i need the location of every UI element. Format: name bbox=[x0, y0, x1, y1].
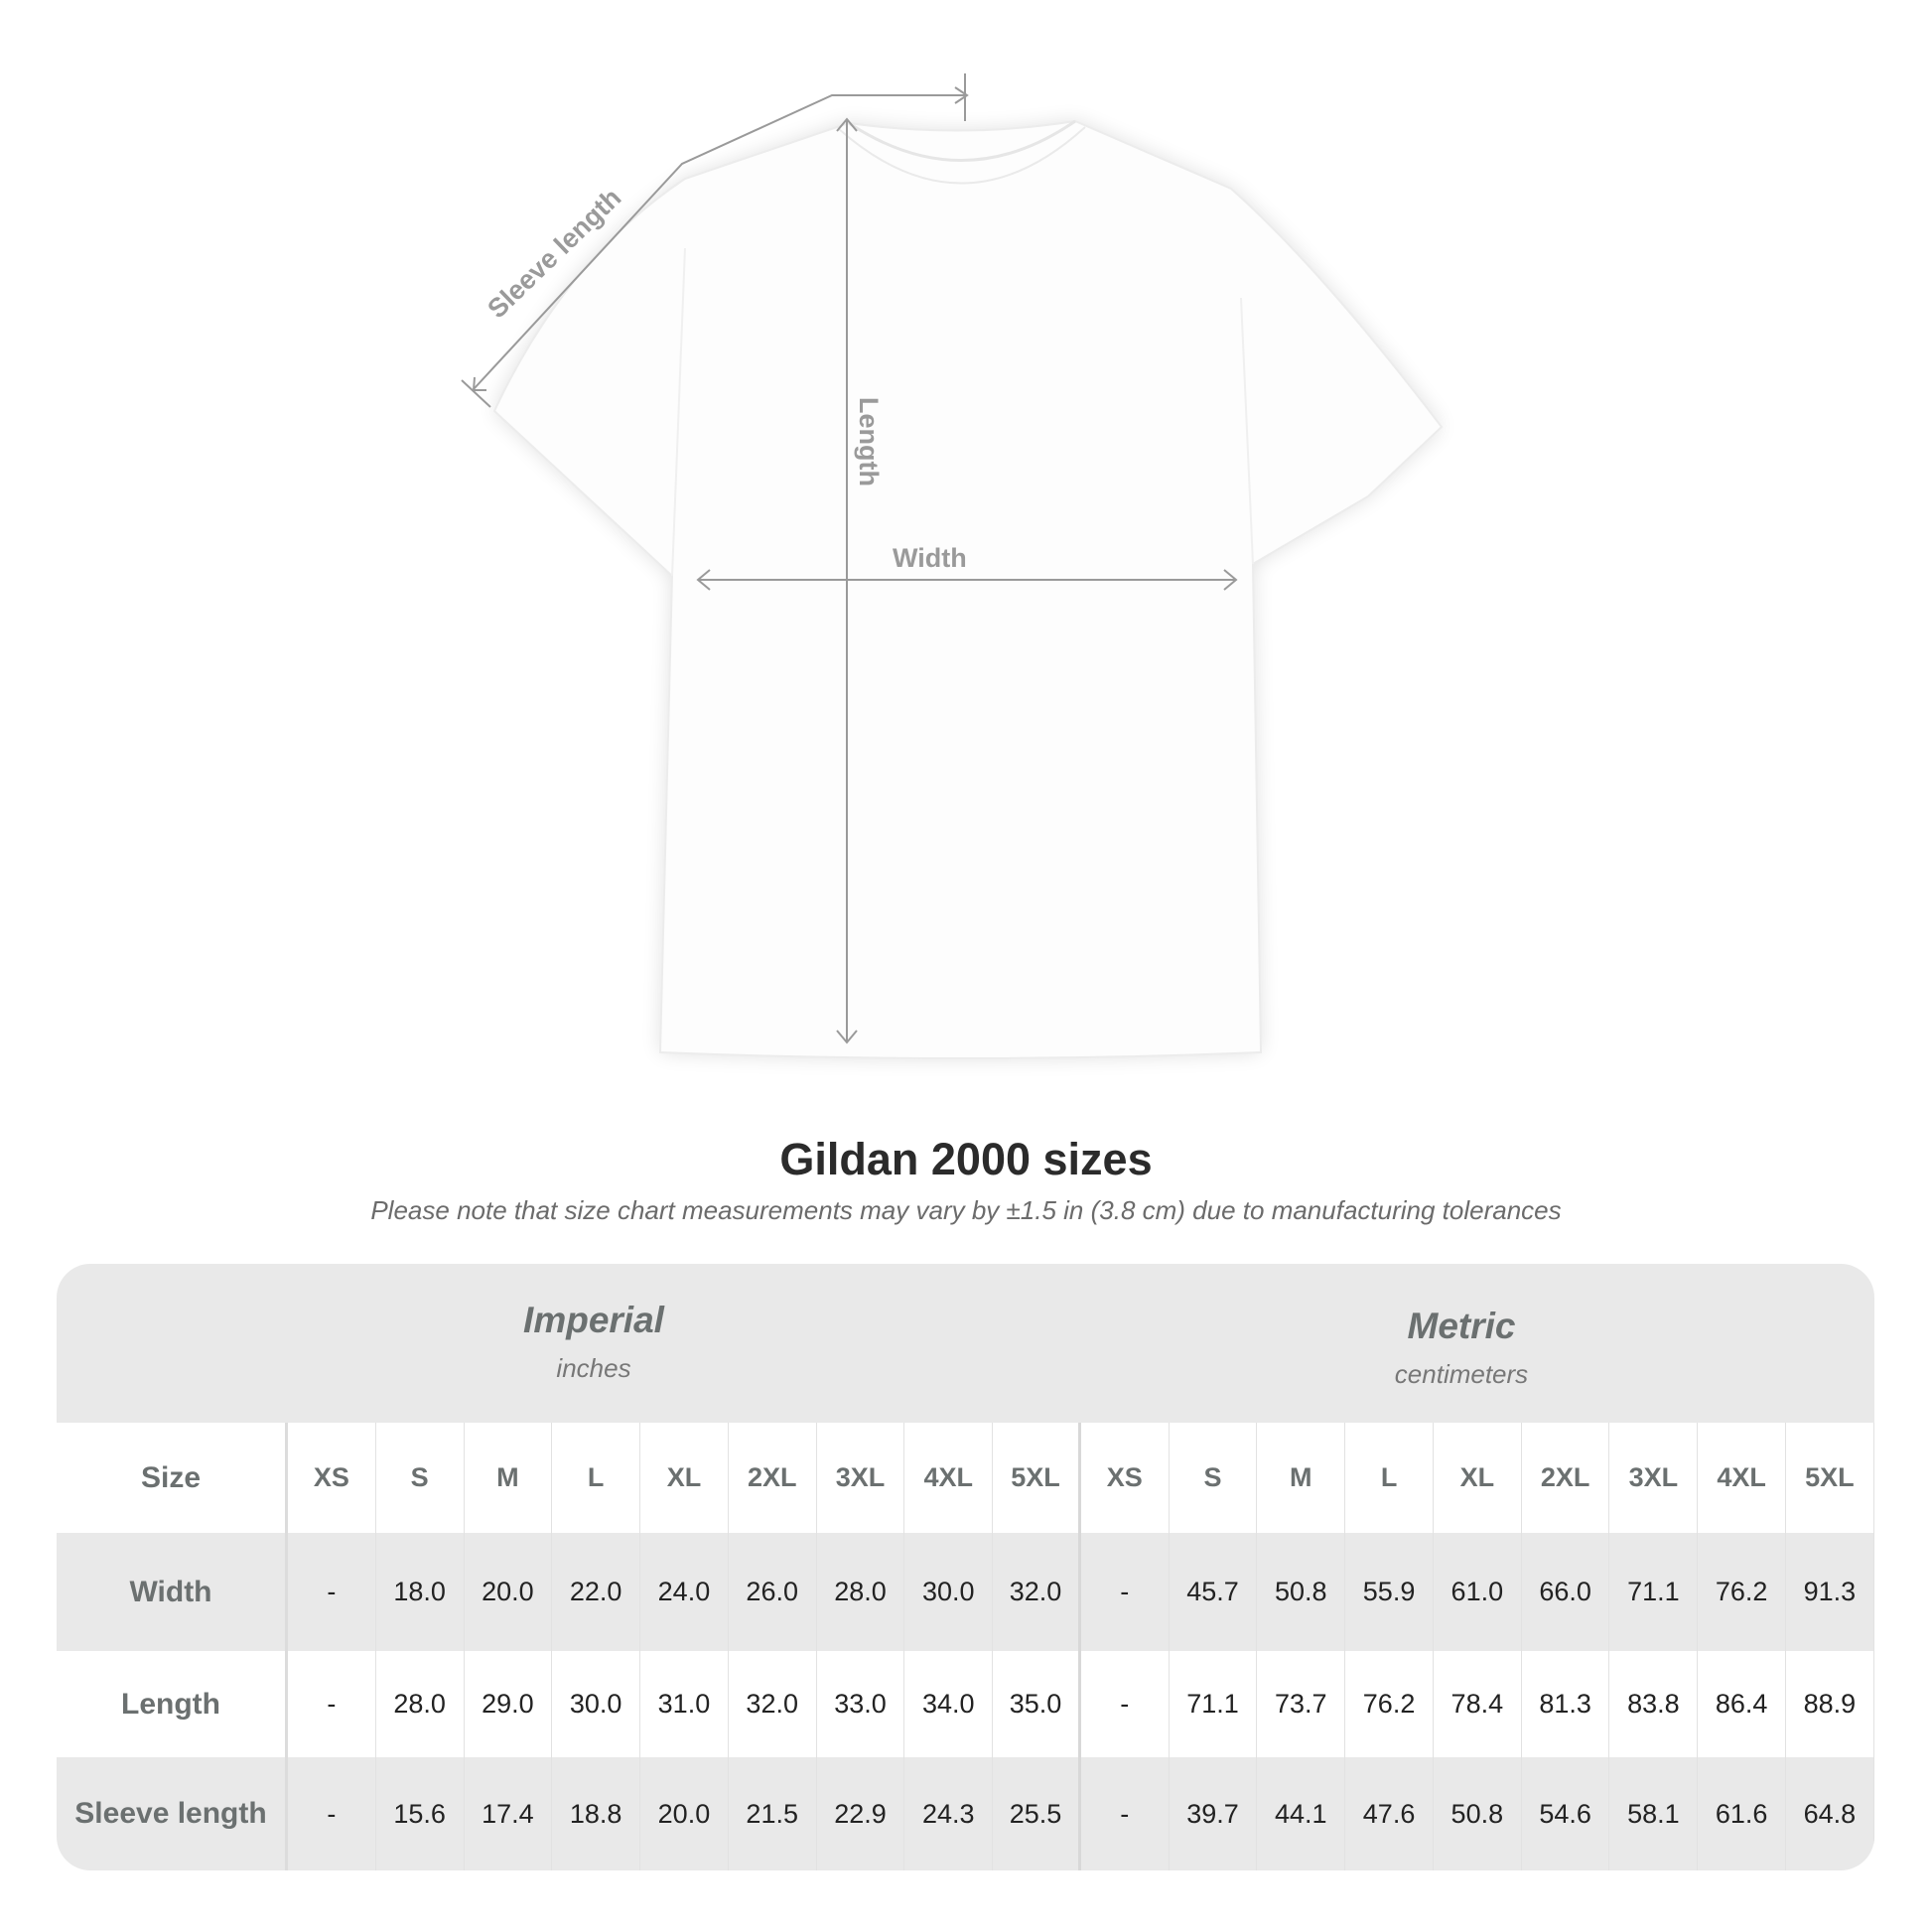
table-cell: 20.0 bbox=[465, 1533, 553, 1651]
table-cell: 47.6 bbox=[1345, 1757, 1434, 1870]
table-cell: 26.0 bbox=[729, 1533, 817, 1651]
table-cell: 18.8 bbox=[552, 1757, 641, 1870]
size-header-cell: L bbox=[552, 1423, 641, 1533]
size-table: Imperial inches Metric centimeters Size … bbox=[57, 1264, 1874, 1870]
table-cell: 22.0 bbox=[552, 1533, 641, 1651]
table-cell: 81.3 bbox=[1522, 1651, 1610, 1757]
row-label: Sleeve length bbox=[57, 1757, 288, 1870]
table-cell: 20.0 bbox=[640, 1757, 729, 1870]
table-cell: 30.0 bbox=[552, 1651, 641, 1757]
table-cell: 25.5 bbox=[993, 1757, 1081, 1870]
table-cell: 28.0 bbox=[817, 1533, 905, 1651]
tolerance-note: Please note that size chart measurements… bbox=[370, 1195, 1562, 1225]
measurement-lines bbox=[461, 73, 1238, 1044]
table-cell: 66.0 bbox=[1522, 1533, 1610, 1651]
table-cell: 83.8 bbox=[1609, 1651, 1699, 1757]
size-header-cell: 2XL bbox=[729, 1423, 817, 1533]
table-cell: 71.1 bbox=[1609, 1533, 1699, 1651]
sleeve-length-line bbox=[473, 94, 965, 390]
tshirt-diagram: Sleeve length Length Width bbox=[461, 73, 1444, 1059]
row-label: Width bbox=[57, 1533, 288, 1651]
table-cell: 71.1 bbox=[1170, 1651, 1258, 1757]
table-header-band bbox=[57, 1264, 1874, 1423]
size-header-cell: M bbox=[1257, 1423, 1346, 1533]
size-header-cell: XS bbox=[288, 1423, 376, 1533]
size-header-cell: S bbox=[1170, 1423, 1258, 1533]
table-cell: 21.5 bbox=[729, 1757, 817, 1870]
table-cell: 31.0 bbox=[640, 1651, 729, 1757]
table-cell: - bbox=[288, 1651, 376, 1757]
imperial-header: Imperial inches bbox=[246, 1300, 941, 1384]
table-cell: 76.2 bbox=[1345, 1651, 1434, 1757]
table-cell: - bbox=[288, 1757, 376, 1870]
table-cell: 29.0 bbox=[465, 1651, 553, 1757]
width-label: Width bbox=[893, 543, 967, 573]
table-cell: 91.3 bbox=[1786, 1533, 1874, 1651]
size-header-cell: L bbox=[1345, 1423, 1434, 1533]
table-cell: 28.0 bbox=[376, 1651, 465, 1757]
table-row: Sleeve length -15.6 17.4 18.8 20.0 21.5 22.9 24… bbox=[57, 1757, 1874, 1870]
size-header-cell: XS bbox=[1081, 1423, 1170, 1533]
size-header-cell: 3XL bbox=[1609, 1423, 1699, 1533]
size-header-cell: XL bbox=[640, 1423, 729, 1533]
tshirt-image bbox=[492, 119, 1444, 1059]
length-label: Length bbox=[854, 397, 884, 486]
table-cell: 86.4 bbox=[1698, 1651, 1787, 1757]
table-cell: - bbox=[288, 1533, 376, 1651]
table-cell: - bbox=[1081, 1757, 1170, 1870]
size-header-cell: 5XL bbox=[1786, 1423, 1874, 1533]
table-cell: 88.9 bbox=[1786, 1651, 1874, 1757]
table-cell: 33.0 bbox=[817, 1651, 905, 1757]
table-cell: 17.4 bbox=[465, 1757, 553, 1870]
table-cell: 39.7 bbox=[1170, 1757, 1258, 1870]
table-cell: - bbox=[1081, 1533, 1170, 1651]
imperial-title: Imperial bbox=[523, 1300, 664, 1340]
size-row: Size XS S M L XL 2XL 3XL 4XL 5XL XS S M L XL 2XL 3XL 4XL… bbox=[57, 1423, 1874, 1533]
table-cell: 55.9 bbox=[1345, 1533, 1434, 1651]
size-label: Size bbox=[57, 1423, 288, 1533]
table-cell: 73.7 bbox=[1257, 1651, 1346, 1757]
size-header-cell: 4XL bbox=[904, 1423, 994, 1533]
table-row: Width -18.0 20.0 22.0 24.0 26.0 28.0 30.0 32.0-4… bbox=[57, 1533, 1874, 1651]
table-cell: 64.8 bbox=[1786, 1757, 1874, 1870]
imperial-unit: inches bbox=[556, 1353, 631, 1383]
size-header-cell: 2XL bbox=[1522, 1423, 1610, 1533]
metric-header: Metric centimeters bbox=[1114, 1306, 1809, 1390]
table-cell: 35.0 bbox=[993, 1651, 1081, 1757]
table-cell: 44.1 bbox=[1257, 1757, 1346, 1870]
size-header-cell: 3XL bbox=[817, 1423, 905, 1533]
table-cell: 45.7 bbox=[1170, 1533, 1258, 1651]
page-title: Gildan 2000 sizes bbox=[779, 1134, 1153, 1184]
size-header-cell: S bbox=[376, 1423, 465, 1533]
table-cell: 50.8 bbox=[1434, 1757, 1522, 1870]
table-cell: 30.0 bbox=[904, 1533, 994, 1651]
row-label: Length bbox=[57, 1651, 288, 1757]
table-cell: 22.9 bbox=[817, 1757, 905, 1870]
table-cell: 34.0 bbox=[904, 1651, 994, 1757]
table-cell: 15.6 bbox=[376, 1757, 465, 1870]
table-cell: 50.8 bbox=[1257, 1533, 1346, 1651]
metric-title: Metric bbox=[1407, 1306, 1516, 1346]
table-cell: 76.2 bbox=[1698, 1533, 1787, 1651]
size-header-cell: XL bbox=[1434, 1423, 1522, 1533]
metric-unit: centimeters bbox=[1394, 1359, 1529, 1389]
table-cell: 18.0 bbox=[376, 1533, 465, 1651]
table-cell: 32.0 bbox=[993, 1533, 1081, 1651]
table-cell: 58.1 bbox=[1609, 1757, 1699, 1870]
size-header-cell: 4XL bbox=[1698, 1423, 1787, 1533]
table-cell: 24.0 bbox=[640, 1533, 729, 1651]
table-cell: - bbox=[1081, 1651, 1170, 1757]
table-cell: 24.3 bbox=[904, 1757, 994, 1870]
table-cell: 32.0 bbox=[729, 1651, 817, 1757]
table-cell: 61.6 bbox=[1698, 1757, 1787, 1870]
size-header-cell: M bbox=[465, 1423, 553, 1533]
size-header-cell: 5XL bbox=[993, 1423, 1081, 1533]
table-cell: 54.6 bbox=[1522, 1757, 1610, 1870]
row-band bbox=[57, 1533, 1874, 1651]
row-band bbox=[57, 1757, 1874, 1870]
table-cell: 61.0 bbox=[1434, 1533, 1522, 1651]
table-cell: 78.4 bbox=[1434, 1651, 1522, 1757]
table-row: Length -28.0 29.0 30.0 31.0 32.0 33.0 34.0 35.0-… bbox=[57, 1651, 1874, 1757]
